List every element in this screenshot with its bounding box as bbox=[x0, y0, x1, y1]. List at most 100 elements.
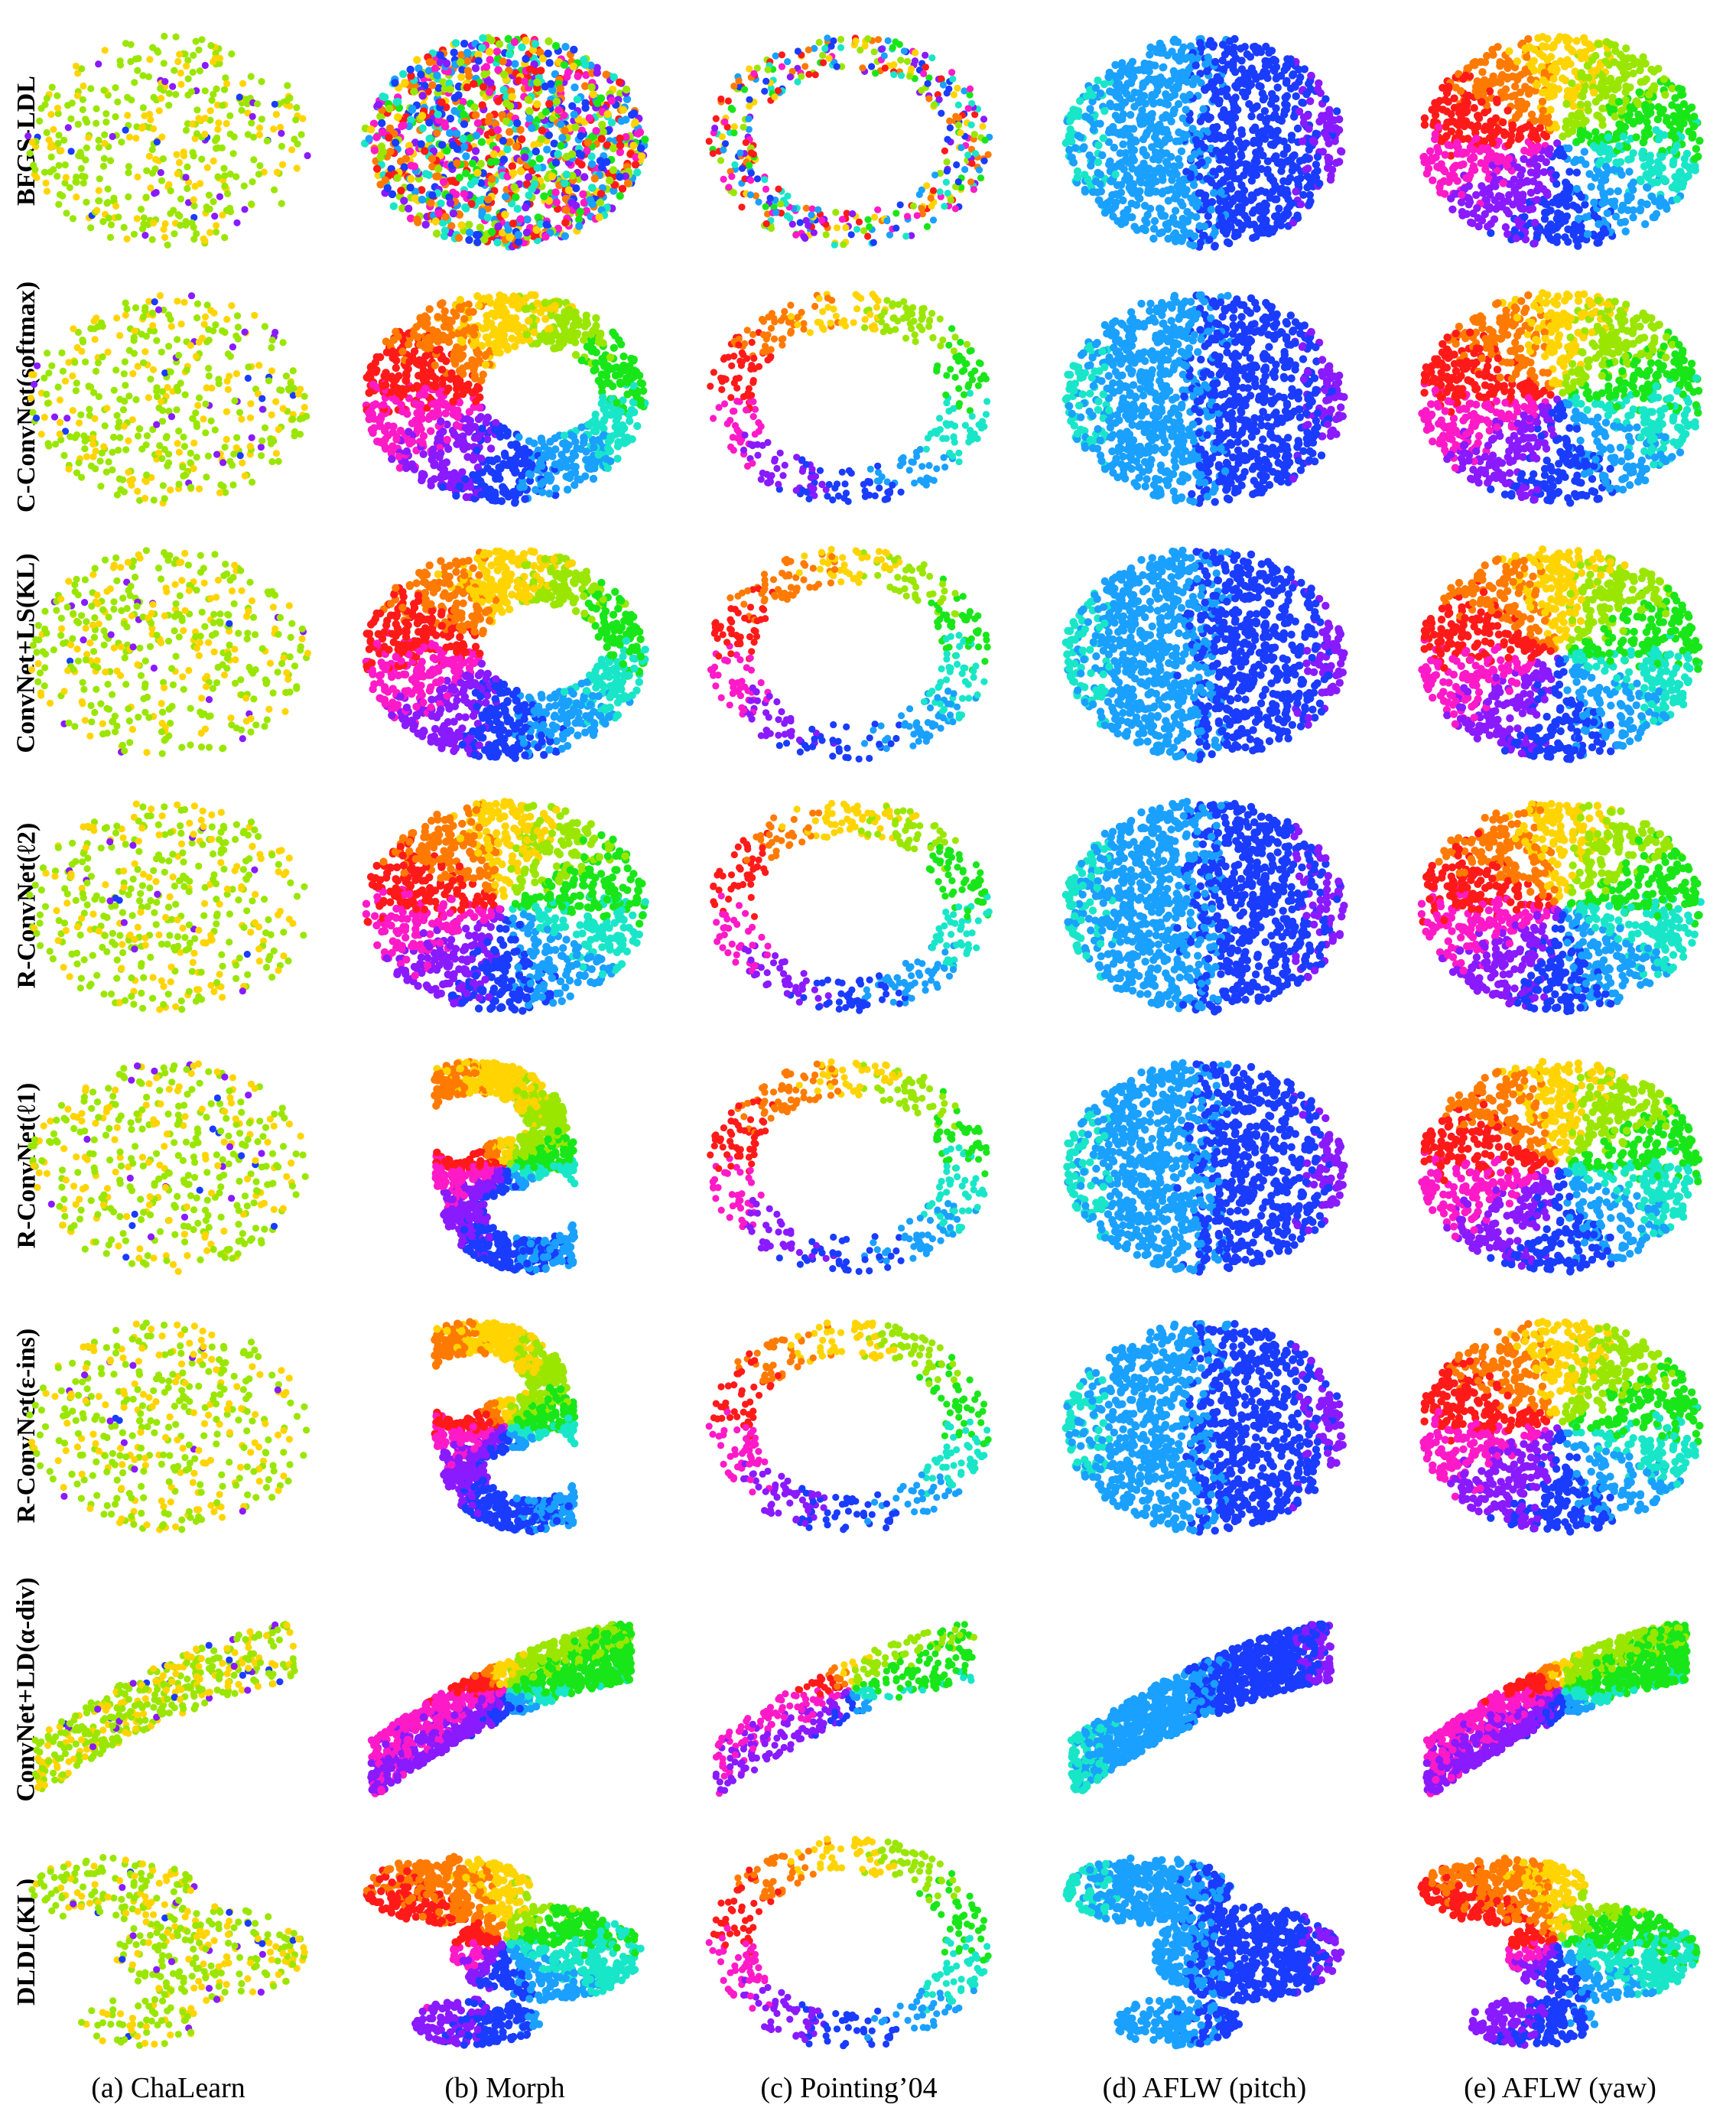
scatter-point bbox=[229, 343, 236, 351]
scatter-point bbox=[193, 454, 200, 461]
scatter-point bbox=[1513, 190, 1522, 199]
scatter-point bbox=[271, 100, 278, 108]
scatter-point bbox=[1127, 199, 1136, 208]
scatter-point bbox=[148, 236, 156, 243]
scatter-point bbox=[1085, 151, 1094, 160]
scatter-point bbox=[1593, 111, 1601, 120]
scatter-point bbox=[1147, 75, 1156, 84]
scatter-point bbox=[139, 72, 147, 80]
scatter-point bbox=[378, 119, 386, 128]
scatter-panel-r1-c5 bbox=[1419, 33, 1704, 250]
scatter-point bbox=[226, 457, 234, 465]
scatter-point bbox=[482, 63, 491, 71]
scatter-point bbox=[871, 213, 879, 221]
scatter-point bbox=[453, 159, 461, 168]
scatter-point bbox=[141, 232, 149, 239]
scatter-point bbox=[525, 107, 534, 115]
scatter-point bbox=[1256, 83, 1265, 91]
scatter-point bbox=[617, 117, 626, 125]
scatter-point bbox=[808, 211, 815, 219]
scatter-point bbox=[224, 190, 232, 197]
scatter-point bbox=[112, 366, 120, 374]
scatter-point bbox=[1305, 125, 1313, 133]
scatter-point bbox=[65, 359, 73, 366]
scatter-point bbox=[366, 125, 375, 134]
scatter-point bbox=[105, 458, 112, 466]
scatter-point bbox=[975, 166, 983, 174]
scatter-point bbox=[200, 415, 207, 423]
scatter-point bbox=[1139, 145, 1148, 155]
scatter-point bbox=[1139, 83, 1147, 91]
scatter-point bbox=[153, 138, 161, 146]
scatter-point bbox=[922, 63, 929, 71]
scatter-point bbox=[73, 178, 80, 186]
scatter-point bbox=[1158, 212, 1166, 220]
scatter-point bbox=[158, 177, 166, 184]
scatter-point bbox=[118, 138, 125, 146]
scatter-point bbox=[215, 119, 223, 127]
scatter-point bbox=[291, 135, 298, 143]
scatter-point bbox=[598, 120, 606, 129]
scatter-point bbox=[1299, 190, 1308, 199]
scatter-point bbox=[100, 86, 108, 94]
scatter-point bbox=[1177, 198, 1185, 207]
scatter-point bbox=[278, 129, 285, 137]
scatter-point bbox=[1084, 175, 1092, 184]
scatter-point bbox=[1086, 105, 1094, 113]
scatter-point bbox=[939, 81, 947, 89]
scatter-point bbox=[1545, 119, 1553, 127]
scatter-point bbox=[1643, 200, 1651, 209]
scatter-point bbox=[284, 82, 291, 89]
scatter-point bbox=[279, 339, 287, 346]
scatter-point bbox=[1174, 155, 1183, 164]
scatter-point bbox=[943, 158, 951, 166]
scatter-point bbox=[1265, 48, 1273, 57]
scatter-point bbox=[583, 147, 591, 155]
scatter-point bbox=[463, 48, 472, 57]
scatter-point bbox=[1572, 155, 1581, 164]
scatter-point bbox=[1537, 154, 1546, 163]
scatter-point bbox=[1153, 86, 1162, 96]
scatter-point bbox=[47, 111, 55, 119]
scatter-point bbox=[1192, 203, 1201, 211]
scatter-point bbox=[720, 175, 727, 183]
scatter-point bbox=[864, 233, 872, 240]
scatter-point bbox=[1155, 204, 1164, 213]
scatter-point bbox=[1293, 124, 1302, 133]
scatter-point bbox=[1472, 190, 1481, 200]
scatter-point bbox=[181, 391, 189, 398]
scatter-point bbox=[1450, 94, 1458, 102]
scatter-point bbox=[609, 144, 618, 153]
scatter-point bbox=[918, 210, 926, 218]
scatter-point bbox=[247, 400, 255, 408]
scatter-point bbox=[81, 445, 89, 453]
scatter-point bbox=[177, 320, 185, 328]
scatter-point bbox=[1627, 155, 1635, 163]
scatter-point bbox=[87, 462, 95, 470]
scatter-point bbox=[1531, 155, 1539, 163]
scatter-point bbox=[1491, 177, 1499, 186]
scatter-point bbox=[223, 408, 230, 415]
scatter-point bbox=[151, 298, 158, 306]
scatter-point bbox=[1601, 170, 1610, 179]
scatter-point bbox=[1473, 77, 1481, 86]
scatter-point bbox=[564, 68, 573, 76]
scatter-point bbox=[1190, 232, 1199, 241]
scatter-point bbox=[289, 415, 297, 423]
scatter-point bbox=[1487, 229, 1495, 237]
scatter-point bbox=[277, 123, 284, 132]
scatter-point bbox=[545, 131, 553, 139]
scatter-point bbox=[55, 161, 63, 169]
scatter-point bbox=[43, 128, 50, 136]
scatter-point bbox=[200, 235, 207, 242]
scatter-point bbox=[232, 332, 240, 340]
scatter-point bbox=[946, 117, 954, 125]
scatter-point bbox=[205, 364, 213, 372]
scatter-point bbox=[1455, 121, 1463, 130]
scatter-point bbox=[927, 194, 935, 202]
scatter-point bbox=[1424, 164, 1433, 173]
scatter-point bbox=[1642, 75, 1650, 83]
scatter-point bbox=[114, 423, 122, 431]
scatter-point bbox=[176, 158, 184, 167]
scatter-point bbox=[258, 395, 266, 402]
